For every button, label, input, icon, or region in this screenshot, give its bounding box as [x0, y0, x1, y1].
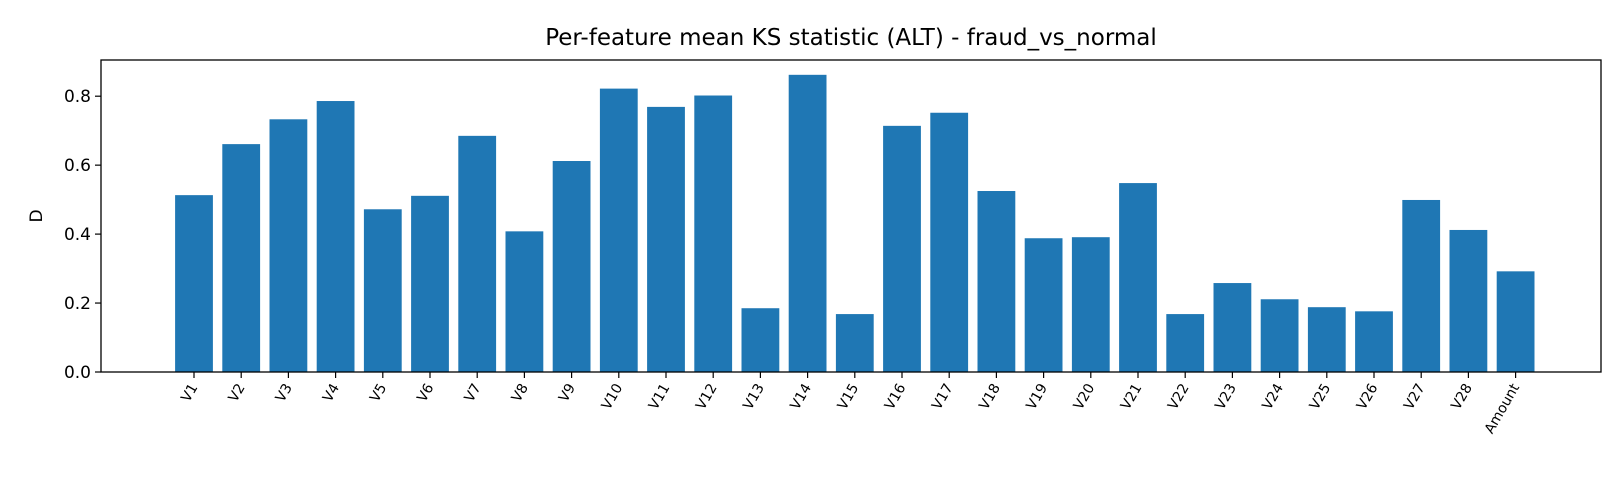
x-tick-label: V6 [414, 381, 437, 405]
y-axis-ticks: 0.0 0.2 0.4 0.6 0.8 [64, 87, 101, 383]
y-tick-label: 0.6 [64, 156, 91, 176]
bar-v13 [741, 308, 780, 372]
bar-v16 [883, 125, 921, 372]
x-tick-label: V8 [509, 381, 532, 405]
bar-v28 [1449, 229, 1488, 372]
y-tick-label: 0.4 [64, 225, 91, 245]
bar-amount [1496, 271, 1535, 372]
x-tick-label: V28 [1448, 381, 1476, 413]
chart-title: Per-feature mean KS statistic (ALT) - fr… [545, 25, 1157, 51]
bar-v1 [175, 195, 213, 372]
bar-v18 [977, 191, 1016, 372]
x-tick-label: V3 [273, 381, 296, 405]
x-axis-ticks: V1 V2 V3 V4 V5 V6 V7 V8 V9 V10 V11 V12 V13 V14 V15 V16 V… [178, 372, 1523, 437]
x-tick-label: V24 [1260, 381, 1288, 413]
x-tick-label: V10 [599, 381, 627, 413]
x-tick-label: V26 [1354, 381, 1382, 413]
x-tick-label: V16 [882, 381, 910, 413]
y-tick-label: 0.0 [64, 363, 91, 383]
bar-v10 [599, 88, 638, 373]
plot-frame [100, 59, 1602, 373]
x-tick-label: V9 [556, 381, 579, 405]
x-tick-label: V7 [462, 381, 485, 405]
bar-v26 [1355, 311, 1393, 372]
x-tick-label: V15 [835, 381, 863, 413]
x-tick-label: V27 [1401, 381, 1429, 413]
bar-v2 [222, 144, 261, 372]
bar-v23 [1213, 283, 1252, 372]
x-tick-label: V18 [976, 381, 1004, 413]
bar-v3 [269, 119, 308, 372]
x-tick-label: V1 [178, 381, 201, 405]
bar-v8 [505, 231, 544, 372]
x-tick-label: V4 [320, 381, 343, 405]
x-tick-label: V19 [1024, 381, 1052, 413]
bar-v20 [1071, 237, 1110, 372]
x-tick-label: V21 [1118, 381, 1146, 413]
bar-v5 [363, 209, 402, 372]
bar-v7 [458, 135, 497, 372]
bar-v12 [694, 95, 733, 372]
x-tick-label: V23 [1212, 381, 1240, 413]
x-tick-label: V17 [929, 381, 957, 413]
bar-v24 [1260, 299, 1299, 372]
bars-group [175, 74, 1535, 373]
bar-v11 [647, 106, 685, 372]
y-tick-label: 0.2 [64, 294, 91, 314]
y-axis-label: D [27, 209, 47, 222]
x-tick-label: V5 [367, 381, 390, 405]
x-tick-label: Amount [1482, 381, 1524, 437]
bar-v14 [788, 74, 827, 372]
x-tick-label: V25 [1307, 381, 1335, 413]
x-tick-label: V2 [226, 381, 249, 405]
bar-v4 [316, 101, 355, 372]
bar-v22 [1166, 314, 1205, 372]
bar-v25 [1307, 307, 1346, 372]
bar-v21 [1119, 183, 1157, 372]
x-tick-label: V14 [788, 381, 816, 413]
bar-v17 [930, 112, 969, 372]
bar-v9 [552, 161, 591, 372]
y-tick-label: 0.8 [64, 87, 91, 107]
bar-v6 [411, 195, 449, 372]
x-tick-label: V11 [646, 381, 674, 413]
bar-v15 [835, 314, 874, 372]
x-tick-label: V13 [740, 381, 768, 413]
x-tick-label: V12 [693, 381, 721, 413]
bar-v27 [1402, 199, 1441, 372]
x-tick-label: V20 [1071, 381, 1099, 413]
x-tick-label: V22 [1165, 381, 1193, 413]
bar-v19 [1024, 238, 1063, 372]
